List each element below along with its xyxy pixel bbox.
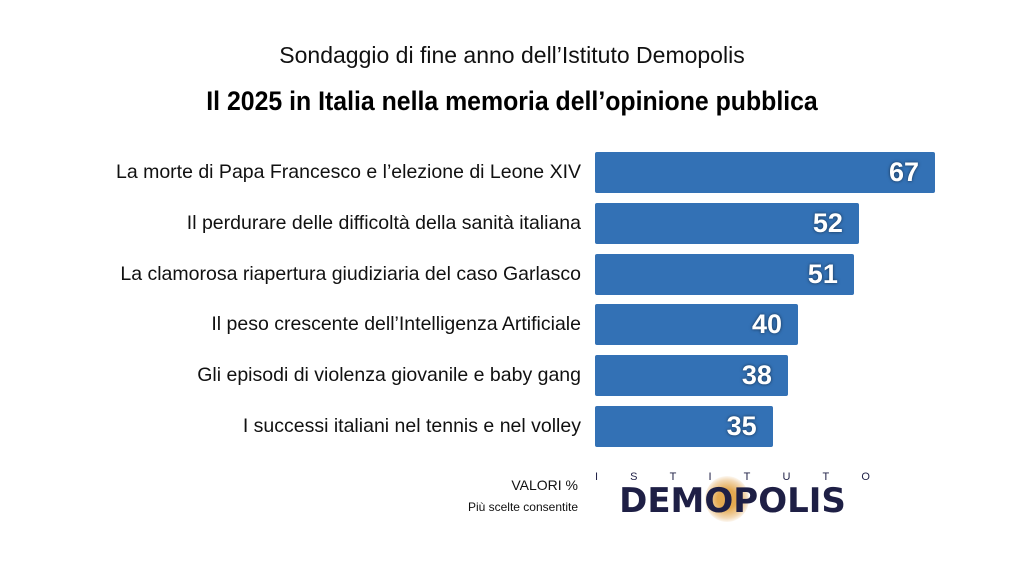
category-label: La morte di Papa Francesco e l’elezione … bbox=[115, 161, 581, 183]
logo-letter: U bbox=[782, 471, 791, 483]
category-label: Gli episodi di violenza giovanile e baby… bbox=[197, 364, 581, 387]
logo-main-text: DEMOPOLIS bbox=[619, 481, 846, 521]
multiple-choice-note: Più scelte consentite bbox=[467, 500, 578, 514]
logo-letter: T bbox=[669, 471, 677, 483]
category-label: La clamorosa riapertura giudiziaria del … bbox=[120, 262, 581, 285]
category-label: Il peso crescente dell’Intelligenza Arti… bbox=[211, 313, 581, 336]
data-label: 51 bbox=[807, 258, 838, 289]
data-label: 40 bbox=[751, 309, 783, 340]
category-label: Il perdurare delle difficoltà della sani… bbox=[186, 211, 581, 234]
logo-letter: T bbox=[822, 471, 830, 483]
category-label: I successi italiani nel tennis e nel vol… bbox=[242, 415, 581, 437]
chart-subtitle: Sondaggio di fine anno dell’Istituto Dem… bbox=[279, 42, 745, 68]
bar bbox=[595, 355, 788, 397]
logo-letter: T bbox=[743, 471, 751, 483]
logo-letter: O bbox=[861, 471, 870, 483]
data-label: 67 bbox=[889, 157, 920, 187]
data-label: 52 bbox=[812, 207, 843, 238]
logo-letter: I bbox=[708, 471, 712, 483]
bar bbox=[595, 406, 773, 447]
bar bbox=[595, 152, 935, 193]
demopolis-logo: I S T I T U T O DEMOPOLIS bbox=[595, 471, 870, 522]
bar bbox=[595, 304, 798, 346]
bar bbox=[595, 253, 854, 295]
values-unit-note: VALORI % bbox=[511, 477, 578, 493]
logo-letter: S bbox=[630, 471, 638, 483]
data-label: 38 bbox=[741, 360, 772, 391]
bar bbox=[595, 202, 859, 244]
logo-letter: I bbox=[595, 471, 599, 483]
logo-glow-icon bbox=[705, 476, 749, 522]
chart-title: Il 2025 in Italia nella memoria dell’opi… bbox=[206, 86, 818, 116]
data-label: 35 bbox=[726, 411, 757, 441]
